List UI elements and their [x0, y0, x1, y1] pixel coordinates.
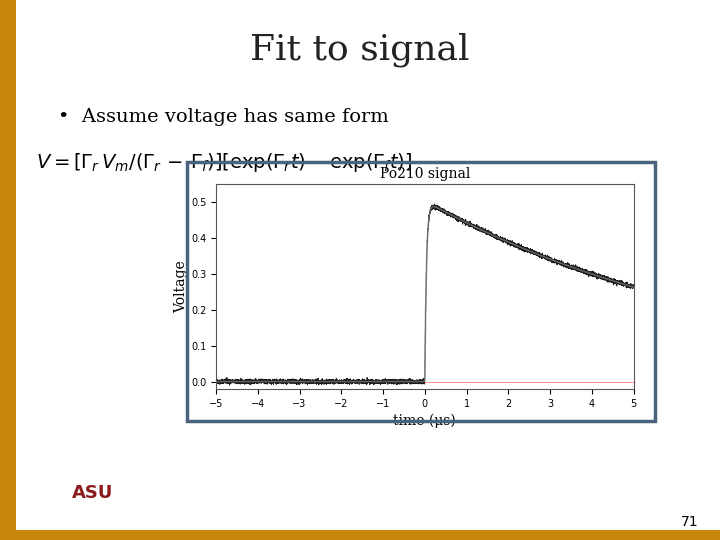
Y-axis label: Voltage: Voltage	[174, 260, 188, 313]
Text: Fit to signal: Fit to signal	[250, 32, 470, 67]
Text: 71: 71	[681, 515, 698, 529]
Title: Po210 signal: Po210 signal	[379, 167, 470, 181]
Text: •  Assume voltage has same form: • Assume voltage has same form	[58, 108, 388, 126]
Text: ASU: ASU	[72, 484, 113, 502]
X-axis label: time (μs): time (μs)	[393, 414, 456, 428]
Text: $\mathit{V} = [\mathit{\Gamma}_r\,\mathit{V}_m/(\mathit{\Gamma}_r\,-\,\mathit{\G: $\mathit{V} = [\mathit{\Gamma}_r\,\mathi…	[36, 151, 413, 174]
